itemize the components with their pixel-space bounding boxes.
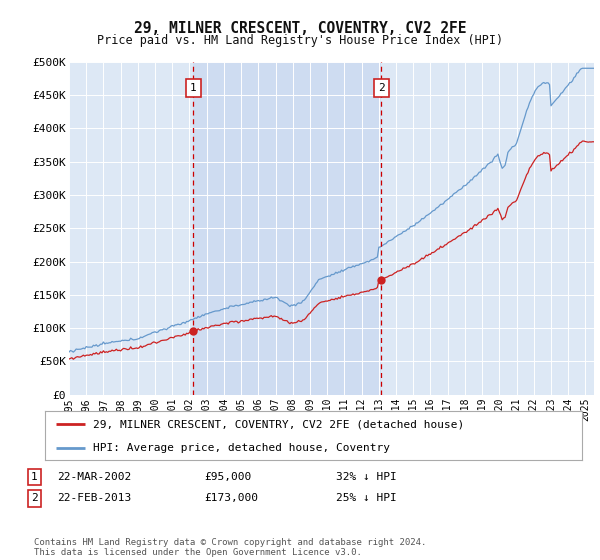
- Text: £173,000: £173,000: [204, 493, 258, 503]
- Text: 1: 1: [31, 472, 38, 482]
- Text: HPI: Average price, detached house, Coventry: HPI: Average price, detached house, Cove…: [94, 443, 391, 453]
- Text: Contains HM Land Registry data © Crown copyright and database right 2024.
This d: Contains HM Land Registry data © Crown c…: [34, 538, 427, 557]
- Text: £95,000: £95,000: [204, 472, 251, 482]
- Text: 22-MAR-2002: 22-MAR-2002: [57, 472, 131, 482]
- Text: 29, MILNER CRESCENT, COVENTRY, CV2 2FE: 29, MILNER CRESCENT, COVENTRY, CV2 2FE: [134, 21, 466, 36]
- Text: 32% ↓ HPI: 32% ↓ HPI: [336, 472, 397, 482]
- Text: Price paid vs. HM Land Registry's House Price Index (HPI): Price paid vs. HM Land Registry's House …: [97, 34, 503, 46]
- Text: 2: 2: [378, 83, 385, 94]
- Text: 1: 1: [190, 83, 197, 94]
- Bar: [193, 62, 381, 395]
- Text: 22-FEB-2013: 22-FEB-2013: [57, 493, 131, 503]
- Text: 25% ↓ HPI: 25% ↓ HPI: [336, 493, 397, 503]
- Text: 29, MILNER CRESCENT, COVENTRY, CV2 2FE (detached house): 29, MILNER CRESCENT, COVENTRY, CV2 2FE (…: [94, 419, 464, 430]
- Text: 2: 2: [31, 493, 38, 503]
